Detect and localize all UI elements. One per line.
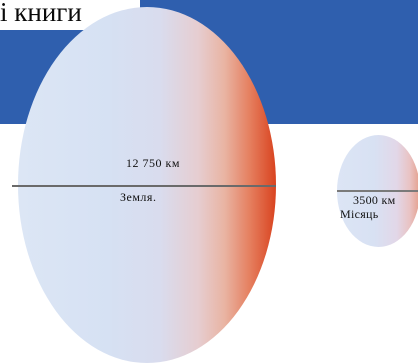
moon-diameter-label: 3500 км: [353, 193, 396, 207]
earth-diameter-line: [12, 185, 276, 187]
earth-diameter-label: 12 750 км: [126, 156, 180, 170]
earth-name-label: Земля.: [120, 190, 157, 204]
moon-name-label: Місяць: [340, 207, 379, 221]
page-heading: і книги: [0, 0, 82, 27]
moon-diameter-line: [337, 190, 418, 192]
